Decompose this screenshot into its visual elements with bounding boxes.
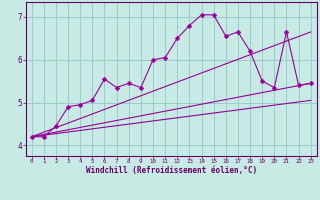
- X-axis label: Windchill (Refroidissement éolien,°C): Windchill (Refroidissement éolien,°C): [86, 166, 257, 175]
